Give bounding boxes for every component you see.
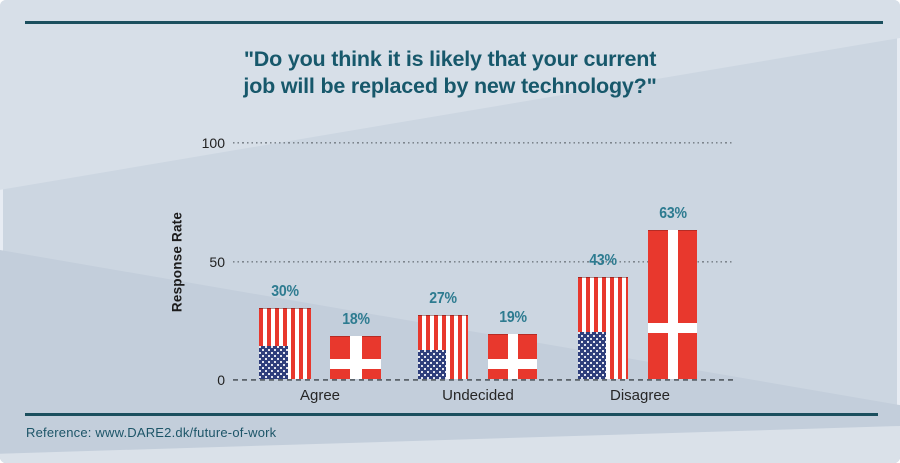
gridline-0-baseline — [233, 379, 735, 381]
danish-cross-horizontal — [330, 359, 381, 369]
category-label-disagree: Disagree — [609, 387, 671, 404]
bar-denmark-disagree: 63% — [648, 205, 697, 379]
chart-title-line2: job will be replaced by new technology?" — [243, 74, 657, 99]
bar-usa-agree: 30% — [259, 283, 311, 379]
bottom-divider-line — [25, 413, 878, 416]
plot-area: 30% 18% Agree 27% 19% Undecided 43% 63% Disagree — [233, 140, 735, 404]
bar-denmark-agree: 18% — [330, 311, 381, 379]
bar-usa-disagree: 43% — [578, 252, 628, 379]
danish-cross-vertical — [350, 336, 362, 379]
reference-text: Reference: www.DARE2.dk/future-of-work — [26, 425, 277, 440]
usa-flag-canton — [578, 332, 606, 379]
chart-title: "Do you think it is likely that your cur… — [90, 46, 810, 100]
danish-cross-horizontal — [488, 359, 537, 369]
category-label-agree: Agree — [299, 387, 341, 404]
bar-value-label: 18% — [341, 311, 370, 328]
category-label-undecided: Undecided — [442, 387, 514, 404]
danish-cross-vertical — [507, 334, 519, 379]
bar-usa-undecided: 27% — [418, 290, 468, 379]
bar-value-label: 19% — [498, 309, 527, 326]
gridline-50 — [233, 261, 733, 263]
top-divider-line — [25, 21, 883, 24]
y-tick-0: 0 — [217, 372, 225, 388]
bar-value-label: 63% — [658, 205, 687, 222]
usa-flag-canton — [259, 346, 288, 379]
bar-value-label: 27% — [429, 290, 457, 307]
usa-flag-canton — [418, 349, 446, 379]
danish-cross-vertical — [667, 230, 679, 379]
gridline-100 — [233, 142, 733, 144]
bar-value-label: 43% — [589, 252, 617, 269]
bar-value-label: 30% — [271, 283, 299, 300]
y-tick-50: 50 — [209, 254, 225, 270]
y-tick-100: 100 — [201, 135, 225, 151]
bar-denmark-undecided: 19% — [488, 309, 537, 379]
chart-title-line1: "Do you think it is likely that your cur… — [243, 47, 657, 71]
danish-cross-horizontal — [648, 323, 697, 333]
